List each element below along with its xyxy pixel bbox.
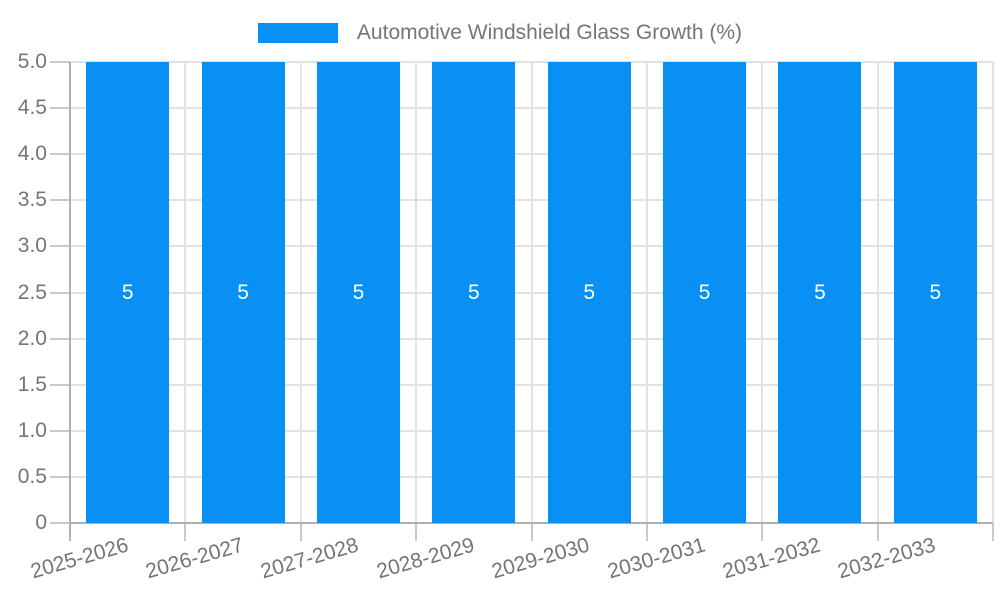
x-gridline xyxy=(184,62,187,523)
bar-value-label: 5 xyxy=(121,281,134,304)
legend-label: Automotive Windshield Glass Growth (%) xyxy=(356,21,743,44)
y-tick xyxy=(50,383,70,386)
x-axis-line xyxy=(69,522,993,524)
y-tick-label: 2.0 xyxy=(17,326,47,350)
chart-legend: Automotive Windshield Glass Growth (%) xyxy=(0,21,1000,45)
x-tick xyxy=(184,523,187,541)
y-tick-label: 1.0 xyxy=(17,418,47,442)
x-gridline xyxy=(530,62,533,523)
x-tick xyxy=(530,523,533,541)
bar-value-label: 5 xyxy=(929,281,942,304)
y-axis-line xyxy=(69,62,71,541)
bar: 5 xyxy=(547,62,631,523)
bar: 5 xyxy=(893,62,977,523)
bar-value-label: 5 xyxy=(698,281,711,304)
bar-value-label: 5 xyxy=(814,281,826,304)
x-gridline xyxy=(299,62,302,523)
y-tick xyxy=(50,429,70,432)
x-tick xyxy=(645,523,648,541)
bar: 5 xyxy=(316,62,400,523)
y-tick-label: 2.5 xyxy=(17,280,47,304)
y-tick xyxy=(50,475,70,478)
x-gridline xyxy=(645,62,648,523)
y-tick xyxy=(50,291,70,294)
y-tick-label: 4.5 xyxy=(17,96,47,120)
y-tick-label: 5.0 xyxy=(17,50,47,73)
y-tick xyxy=(50,337,70,340)
bar: 5 xyxy=(663,62,747,523)
bar: 5 xyxy=(432,62,516,523)
bar-value-label: 5 xyxy=(583,281,596,304)
y-tick-label: 0.5 xyxy=(17,464,47,488)
y-tick-label: 3.0 xyxy=(17,234,47,258)
y-tick xyxy=(50,245,70,248)
bar-value-label: 5 xyxy=(237,281,249,304)
y-tick xyxy=(50,153,70,156)
y-tick-label: 4.0 xyxy=(17,142,47,166)
x-gridline xyxy=(415,62,418,523)
y-tick-label: 0 xyxy=(35,511,47,534)
bar: 5 xyxy=(778,62,862,523)
y-tick xyxy=(50,199,70,202)
x-tick xyxy=(761,523,764,541)
x-tick xyxy=(299,523,302,541)
bar: 5 xyxy=(201,62,285,523)
x-tick xyxy=(992,523,994,541)
x-tick xyxy=(415,523,418,541)
bar-value-label: 5 xyxy=(352,281,365,304)
y-tick-label: 3.5 xyxy=(17,188,47,212)
x-tick xyxy=(876,523,879,541)
x-gridline xyxy=(761,62,764,523)
y-tick xyxy=(50,61,70,63)
y-tick xyxy=(50,522,70,524)
bar: 5 xyxy=(86,62,170,523)
y-tick xyxy=(50,107,70,110)
y-tick-label: 1.5 xyxy=(17,372,47,396)
legend-swatch xyxy=(257,23,338,43)
x-gridline xyxy=(992,62,994,523)
x-gridline xyxy=(876,62,879,523)
bar-value-label: 5 xyxy=(467,281,480,304)
